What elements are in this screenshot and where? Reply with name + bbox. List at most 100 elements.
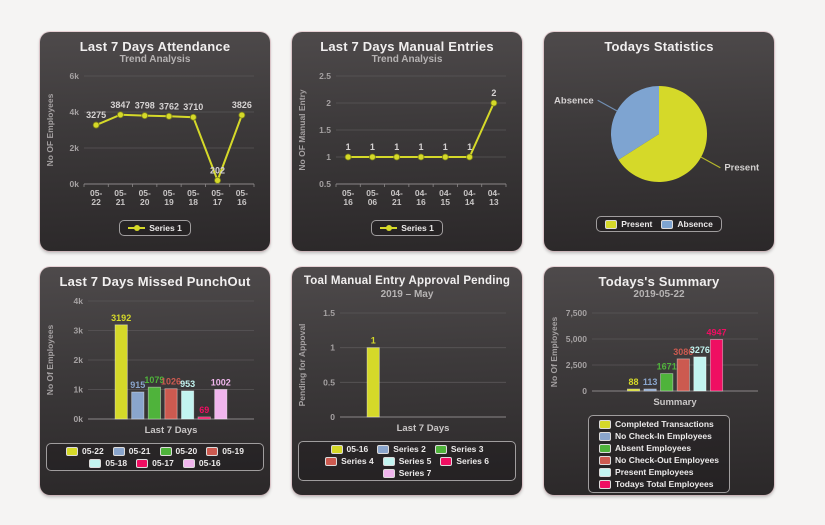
bar-label: 113: [643, 377, 658, 387]
legend-label: Series 6: [456, 456, 489, 466]
legend-item[interactable]: Series 4: [325, 456, 374, 466]
data-label: 1: [370, 142, 375, 152]
legend-label: Present: [621, 219, 653, 229]
legend-label: No Check-In Employees: [615, 431, 712, 441]
legend-item[interactable]: Completed Transactions: [599, 419, 714, 429]
legend-swatch: [599, 443, 612, 453]
legend-item[interactable]: Series 6: [440, 456, 489, 466]
legend-label: 05-20: [175, 446, 198, 456]
legend-item[interactable]: No Check-Out Employees: [599, 455, 719, 465]
bar: [164, 388, 178, 420]
legend-marker-dot: [386, 225, 393, 231]
y-tick-label: 0: [330, 412, 335, 422]
y-axis-title: No Of Employees: [549, 317, 559, 388]
data-point: [92, 121, 100, 129]
legend-item[interactable]: 05-16: [182, 458, 221, 468]
legend-item[interactable]: Series 2: [377, 444, 426, 454]
x-tick-label: 04-21: [391, 188, 403, 207]
bar-label: 1002: [211, 377, 231, 387]
legend-item[interactable]: Present: [605, 219, 652, 229]
bar-label: 69: [199, 405, 209, 415]
panel-title: Last 7 Days Attendance: [79, 39, 231, 54]
panel-attendance: Last 7 Days Attendance Trend Analysis 0k…: [40, 32, 270, 251]
pie-slice: [611, 86, 659, 160]
panel-subtitle: Trend Analysis: [119, 54, 191, 65]
x-tick-label: 04-15: [439, 188, 451, 207]
y-tick-label: 1: [326, 152, 331, 162]
bar: [660, 373, 674, 392]
legend-item[interactable]: Todays Total Employees: [599, 479, 713, 489]
y-tick-label: 1: [330, 343, 335, 353]
bar: [366, 347, 380, 418]
approval-pending-bar-chart: 0 0.5 1 1.5 Pending for Appoval 1 Last 7 Days: [297, 308, 506, 434]
x-tick-label: 05-18: [187, 188, 199, 207]
data-label: 3762: [159, 101, 179, 111]
bar-label: 88: [628, 377, 638, 387]
legend-item[interactable]: Series 1: [380, 223, 434, 233]
legend-item[interactable]: Series 3: [434, 444, 484, 454]
panel-title: Toal Manual Entry Approval Pending: [303, 275, 511, 287]
legend-swatch: [136, 458, 149, 468]
legend-swatch: [605, 219, 618, 229]
x-tick-label: 04-14: [463, 188, 475, 207]
legend-item[interactable]: 05-16: [330, 444, 369, 454]
legend-swatch: [440, 456, 453, 466]
panel-subtitle: Trend Analysis: [371, 54, 443, 65]
bar: [214, 389, 228, 420]
todays-summary-bar-chart: 0 2,500 5,000 7,500 No Of Employees 88 113 1671…: [549, 308, 758, 408]
bar-label: 3192: [111, 313, 131, 323]
legend-item[interactable]: Absent Employees: [599, 443, 691, 453]
legend-item[interactable]: No Check-In Employees: [599, 431, 712, 441]
y-tick-label: 0.5: [323, 377, 335, 387]
panel-title: Todays's Summary: [598, 274, 720, 289]
data-label: 1: [394, 142, 399, 152]
data-point: [441, 153, 449, 161]
legend-item[interactable]: Series 5: [382, 456, 431, 466]
attendance-line-chart: 0k 2k 4k 6k No OF Employees 05-22 05-21 05-20 05…: [45, 71, 255, 207]
legend-marker-dot: [134, 225, 141, 231]
x-tick-label: 05-17: [211, 188, 223, 207]
legend-label: 05-16: [198, 458, 221, 468]
legend-item[interactable]: 05-21: [112, 446, 151, 456]
x-tick-label: 05-19: [163, 188, 175, 207]
data-label: 3798: [135, 101, 155, 111]
panel-todays-summary: Todays's Summary 2019-05-22 0 2,500 5,000 7…: [544, 267, 774, 495]
bar-label: 1026: [161, 377, 181, 387]
legend-item[interactable]: Series 7: [382, 468, 431, 478]
y-tick-label: 6k: [70, 71, 80, 81]
legend-swatch: [599, 431, 612, 441]
legend-item[interactable]: 05-20: [159, 446, 198, 456]
legend-label: Series 1: [149, 223, 182, 233]
pie-callout-label: Present: [724, 163, 760, 174]
bar-label: 4947: [706, 328, 726, 338]
bar: [643, 388, 657, 392]
legend-line-marker: [128, 225, 146, 231]
legend-item[interactable]: 05-22: [66, 446, 104, 456]
legend-item[interactable]: 05-18: [89, 458, 127, 468]
legend-label: Series 1: [401, 223, 434, 233]
legend-label: No Check-Out Employees: [615, 455, 719, 465]
data-point: [165, 112, 173, 120]
legend-swatch: [159, 446, 172, 456]
panel-subtitle: 2019-05-22: [633, 289, 685, 300]
legend-label: 05-21: [128, 446, 151, 456]
legend-item[interactable]: 05-17: [136, 458, 174, 468]
y-tick-label: 0k: [70, 179, 80, 189]
legend-item[interactable]: Series 1: [128, 223, 182, 233]
data-label: 3847: [110, 100, 130, 110]
legend-swatch: [599, 467, 612, 477]
legend-swatch: [325, 456, 338, 466]
legend-item[interactable]: 05-19: [206, 446, 244, 456]
bar: [114, 324, 128, 420]
legend-item[interactable]: Absence: [661, 219, 713, 229]
y-tick-label: 5,000: [566, 334, 588, 344]
legend-item[interactable]: Present Employees: [599, 467, 693, 477]
legend-label: 05-16: [346, 444, 369, 454]
legend-swatch: [377, 444, 390, 454]
x-tick-label: 04-13: [488, 188, 500, 207]
bar: [626, 388, 641, 392]
legend-swatch: [382, 456, 395, 466]
legend-label: Absent Employees: [615, 443, 692, 453]
legend-label: Series 3: [450, 444, 484, 454]
panel-title: Last 7 Days Manual Entries: [320, 39, 494, 54]
